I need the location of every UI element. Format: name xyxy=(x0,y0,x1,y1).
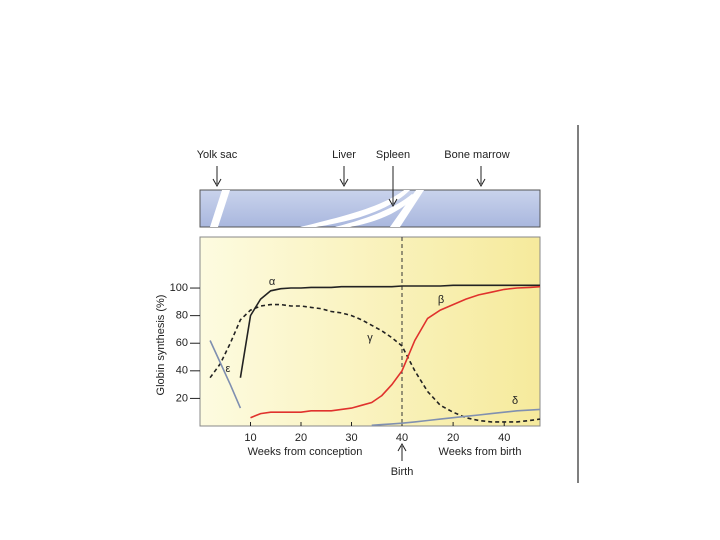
organ-divider xyxy=(335,194,416,227)
organ-divider xyxy=(300,190,410,227)
y-tick-label: 20 xyxy=(176,392,188,404)
arrow xyxy=(476,166,486,188)
y-tick-label: 40 xyxy=(176,365,188,377)
birth-label: Birth xyxy=(391,466,414,478)
x-tick-label: 10 xyxy=(244,432,256,444)
series-label: α xyxy=(269,276,276,288)
organ-label: Spleen xyxy=(376,149,410,161)
x-axis-label: Weeks from conception xyxy=(248,446,363,458)
arrow xyxy=(212,166,222,188)
arrow xyxy=(339,166,349,188)
organ-label: Liver xyxy=(332,149,356,161)
series-line xyxy=(239,284,540,378)
organ-divider xyxy=(210,190,230,227)
series-line xyxy=(209,340,242,409)
arrow xyxy=(388,166,398,208)
y-tick-label: 100 xyxy=(170,282,188,294)
x-tick-label: 20 xyxy=(295,432,307,444)
organ-label: Bone marrow xyxy=(444,149,509,161)
series-line xyxy=(250,285,541,419)
organ-divider xyxy=(390,190,424,227)
x-tick-label: 20 xyxy=(447,432,459,444)
x-tick-label: 40 xyxy=(396,432,408,444)
series-line xyxy=(371,408,541,427)
series-label: β xyxy=(438,294,444,306)
series-label: ε xyxy=(226,363,231,375)
y-axis-label: Globin synthesis (%) xyxy=(155,295,167,396)
organ-diagram: Yolk sac Liver Spleen Bone marrow xyxy=(197,149,541,228)
plot-area xyxy=(199,236,541,427)
y-tick-label: 80 xyxy=(176,310,188,322)
series-label: γ xyxy=(367,332,373,344)
series-label: δ xyxy=(512,395,518,407)
arrow xyxy=(397,442,407,461)
organ-label: Yolk sac xyxy=(197,149,238,161)
x-tick-label: 30 xyxy=(345,432,357,444)
x-axis-label: Weeks from birth xyxy=(439,446,522,458)
y-tick-label: 60 xyxy=(176,337,188,349)
x-tick-label: 40 xyxy=(498,432,510,444)
